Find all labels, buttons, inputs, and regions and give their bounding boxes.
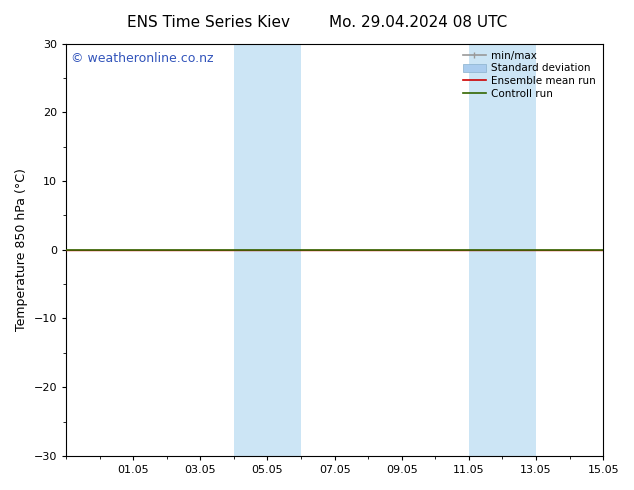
Text: ENS Time Series Kiev        Mo. 29.04.2024 08 UTC: ENS Time Series Kiev Mo. 29.04.2024 08 U… — [127, 15, 507, 30]
Bar — [503, 44, 536, 456]
Legend: min/max, Standard deviation, Ensemble mean run, Controll run: min/max, Standard deviation, Ensemble me… — [461, 49, 598, 100]
Text: © weatheronline.co.nz: © weatheronline.co.nz — [72, 52, 214, 65]
Bar — [268, 44, 301, 456]
Bar — [234, 44, 268, 456]
Y-axis label: Temperature 850 hPa (°C): Temperature 850 hPa (°C) — [15, 168, 28, 331]
Bar — [469, 44, 503, 456]
